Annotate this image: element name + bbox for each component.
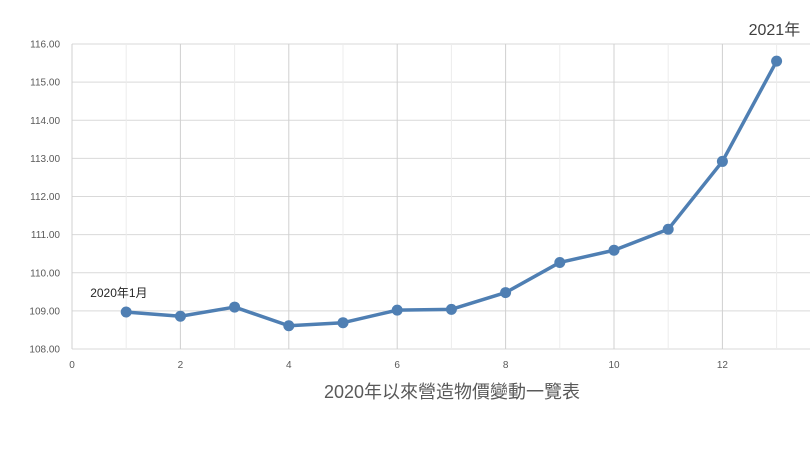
x-tick-label: 4: [286, 360, 292, 371]
data-point: [554, 256, 566, 268]
y-tick-label: 115.00: [30, 78, 60, 89]
data-point: [283, 320, 295, 332]
x-tick-label: 6: [394, 360, 400, 371]
y-tick-label: 109.00: [29, 306, 60, 317]
data-point: [229, 301, 241, 313]
series-layer: [120, 55, 783, 332]
data-point: [445, 303, 457, 315]
x-tick-label: 12: [717, 360, 729, 371]
y-tick-label: 108.00: [29, 345, 60, 356]
x-tick-label: 10: [608, 360, 620, 371]
y-tick-label: 112.00: [30, 192, 60, 203]
annotation-end: 2021年: [749, 21, 801, 39]
y-tick-label: 111.00: [31, 230, 61, 241]
x-tick-label: 0: [69, 360, 75, 371]
x-tick-label: 8: [503, 360, 509, 371]
data-point: [662, 223, 674, 235]
y-tick-label: 110.00: [30, 268, 60, 279]
y-tick-label: 116.00: [30, 40, 60, 51]
y-tick-label: 114.00: [30, 116, 60, 127]
data-point: [337, 317, 349, 329]
annotations: 2020年1月 2021年: [90, 21, 800, 300]
annotation-start: 2020年1月: [90, 286, 147, 300]
data-point: [608, 244, 620, 256]
axes: 108.00 109.00 110.00 111.00 112.00 113.00 114.…: [29, 40, 728, 403]
data-point: [174, 310, 186, 322]
data-point: [391, 304, 403, 316]
data-point: [500, 287, 512, 299]
y-tick-label: 113.00: [30, 154, 60, 165]
data-point: [716, 155, 728, 167]
data-point: [771, 55, 783, 67]
x-axis-title: 2020年以來營造物價變動一覽表: [324, 382, 580, 402]
x-tick-label: 2: [178, 360, 184, 371]
grid-lines: [71, 43, 810, 350]
data-point: [120, 306, 132, 318]
